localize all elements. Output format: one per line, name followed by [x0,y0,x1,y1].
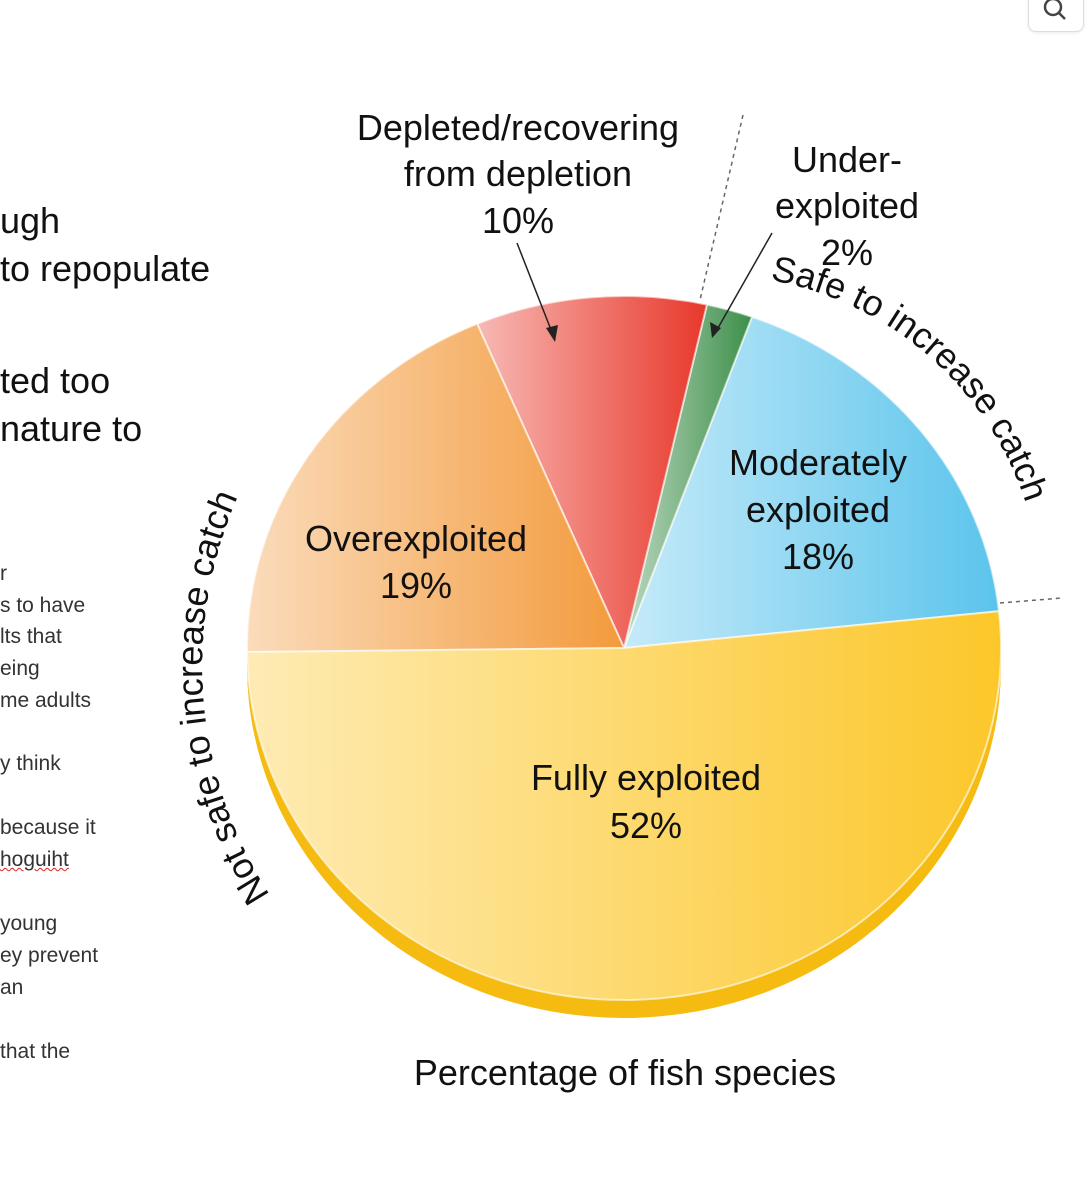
doc-line: me adults [0,689,92,712]
arrowhead [710,322,721,338]
doc-line: young [0,912,58,935]
doc-line: ted too [0,360,111,401]
label-under-value: 2% [821,232,873,273]
doc-line: nature to [0,408,143,449]
doc-line: ugh [0,200,61,241]
label-moderate: Moderately [729,442,907,483]
label-over: Overexploited [305,518,527,559]
pie-slice-depleted-recovering-from-depletion [475,295,709,652]
doc-line: an [0,976,24,999]
label-depleted: Depleted/recovering [357,107,679,148]
label-under: exploited [775,185,919,226]
pie-slice-overexploited [246,322,626,654]
divider-dashed-line [999,597,1063,604]
doc-line: ey prevent [0,944,99,967]
divider-dashed-line [699,114,744,301]
doc-line: r [0,562,7,585]
leader-line [713,232,773,336]
label-moderate-value: 18% [782,536,854,577]
label-depleted-value: 10% [482,200,554,241]
chart-title: Percentage of fish species [414,1052,836,1093]
arrowhead [546,325,558,342]
label-depleted: from depletion [404,153,632,194]
leader-line [516,242,556,341]
doc-line: y think [0,752,61,775]
doc-line: s to have [0,594,86,617]
label-over-value: 19% [380,565,452,606]
label-moderate: exploited [746,489,890,530]
magnifier-icon [1043,0,1066,20]
doc-line: that the [0,1040,71,1063]
label-fully-value: 52% [610,805,682,846]
pie-slice-moderately-exploited [622,315,1001,650]
doc-line: to repopulate [0,248,211,289]
doc-line: eing [0,657,40,680]
label-fully: Fully exploited [531,757,761,798]
doc-line: because it [0,816,96,839]
label-under: Under- [792,139,902,180]
pie-slice-fully-exploited [246,610,1002,1001]
search-button[interactable] [1028,0,1084,32]
doc-line: lts that [0,625,62,648]
doc-line-misspelled: hoguiht [0,848,69,871]
